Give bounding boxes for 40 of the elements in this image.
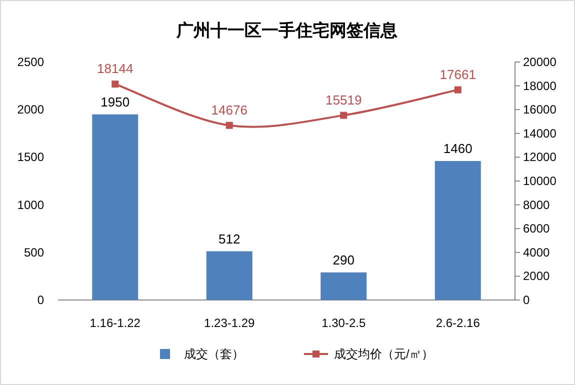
chart-title: 广州十一区一手住宅网签信息	[176, 21, 398, 40]
data-label: 512	[218, 231, 240, 246]
y2-tick-label: 10000	[523, 174, 557, 188]
x-tick-label: 2.6-2.16	[436, 316, 480, 330]
x-tick-label: 1.16-1.22	[90, 316, 141, 330]
y2-tick-label: 4000	[523, 245, 550, 260]
y-tick-label: 0	[37, 293, 44, 307]
y-tick-label: 2000	[17, 102, 44, 117]
x-tick-label: 1.23-1.29	[204, 316, 256, 330]
bar	[320, 272, 367, 300]
y2-tick-label: 0	[523, 293, 530, 307]
data-label: 1950	[100, 94, 130, 110]
data-label: 17661	[440, 66, 476, 82]
y-tick-label: 2500	[17, 55, 44, 69]
y2-tick-label: 20000	[523, 55, 557, 69]
data-label: 290	[332, 252, 354, 268]
data-label: 18144	[97, 61, 134, 76]
y2-tick-label: 18000	[523, 78, 557, 93]
data-label: 15519	[326, 92, 362, 108]
data-label: 14676	[211, 102, 248, 118]
legend-label: 成交均价（元/㎡）	[334, 347, 434, 361]
y2-tick-label: 12000	[523, 150, 557, 164]
y-tick-label: 500	[24, 245, 44, 260]
point	[454, 86, 462, 94]
data-label: 1460	[443, 141, 472, 156]
y2-tick-label: 6000	[523, 222, 550, 236]
bar	[206, 251, 252, 300]
y2-tick-label: 2000	[523, 269, 550, 284]
point	[340, 112, 348, 119]
y-tick-label: 1000	[17, 198, 44, 212]
point	[226, 122, 233, 129]
y-tick-label: 1500	[17, 150, 44, 164]
bar	[434, 161, 481, 300]
point	[112, 80, 119, 88]
y2-tick-label: 14000	[523, 126, 557, 140]
x-tick-label: 1.30-2.5	[322, 316, 366, 330]
y2-tick-label: 16000	[523, 102, 557, 117]
bar	[92, 114, 138, 300]
y2-tick-label: 8000	[523, 198, 550, 212]
legend-label: 成交（套）	[184, 347, 244, 361]
